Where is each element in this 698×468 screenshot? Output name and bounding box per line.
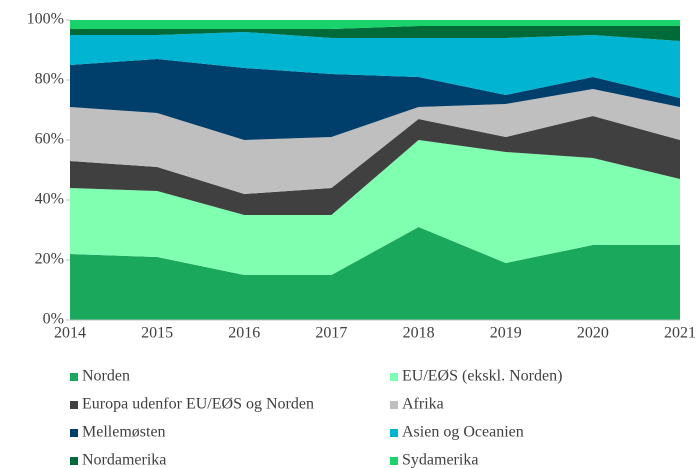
legend-swatch xyxy=(390,457,398,465)
area xyxy=(70,32,680,98)
legend-label: EU/EØS (ekskl. Norden) xyxy=(402,368,562,385)
legend-swatch xyxy=(70,373,78,381)
area xyxy=(70,140,680,275)
area xyxy=(70,227,680,320)
legend-swatch xyxy=(390,429,398,437)
y-tick-label: 20% xyxy=(35,251,64,268)
x-tick-label: 2016 xyxy=(228,325,260,342)
legend-label: Afrika xyxy=(402,396,444,413)
y-tick-label: 100% xyxy=(27,11,64,28)
area xyxy=(70,20,680,29)
x-tick-label: 2021 xyxy=(664,325,696,342)
legend-label: Sydamerika xyxy=(402,452,478,468)
legend-swatch xyxy=(70,457,78,465)
area xyxy=(70,89,680,194)
y-tick-label: 60% xyxy=(35,131,64,148)
legend-swatch xyxy=(70,401,78,409)
legend-swatch xyxy=(390,373,398,381)
legend-swatch xyxy=(70,429,78,437)
area xyxy=(70,59,680,140)
legend-swatch xyxy=(390,401,398,409)
legend-label: Mellemøsten xyxy=(82,424,166,441)
legend-label: Asien og Oceanien xyxy=(402,424,524,441)
area xyxy=(70,116,680,215)
legend-label: Norden xyxy=(82,368,130,385)
y-tick-label: 80% xyxy=(35,71,64,88)
y-tick-label: 0% xyxy=(43,311,64,328)
x-tick-label: 2018 xyxy=(403,325,435,342)
area xyxy=(70,26,680,41)
y-tick-label: 40% xyxy=(35,191,64,208)
x-tick-label: 2017 xyxy=(315,325,347,342)
x-tick-label: 2014 xyxy=(54,325,86,342)
legend-label: Nordamerika xyxy=(82,452,166,468)
x-tick-label: 2020 xyxy=(577,325,609,342)
x-tick-label: 2015 xyxy=(141,325,173,342)
x-tick-label: 2019 xyxy=(490,325,522,342)
legend-label: Europa udenfor EU/EØS og Norden xyxy=(82,396,314,413)
